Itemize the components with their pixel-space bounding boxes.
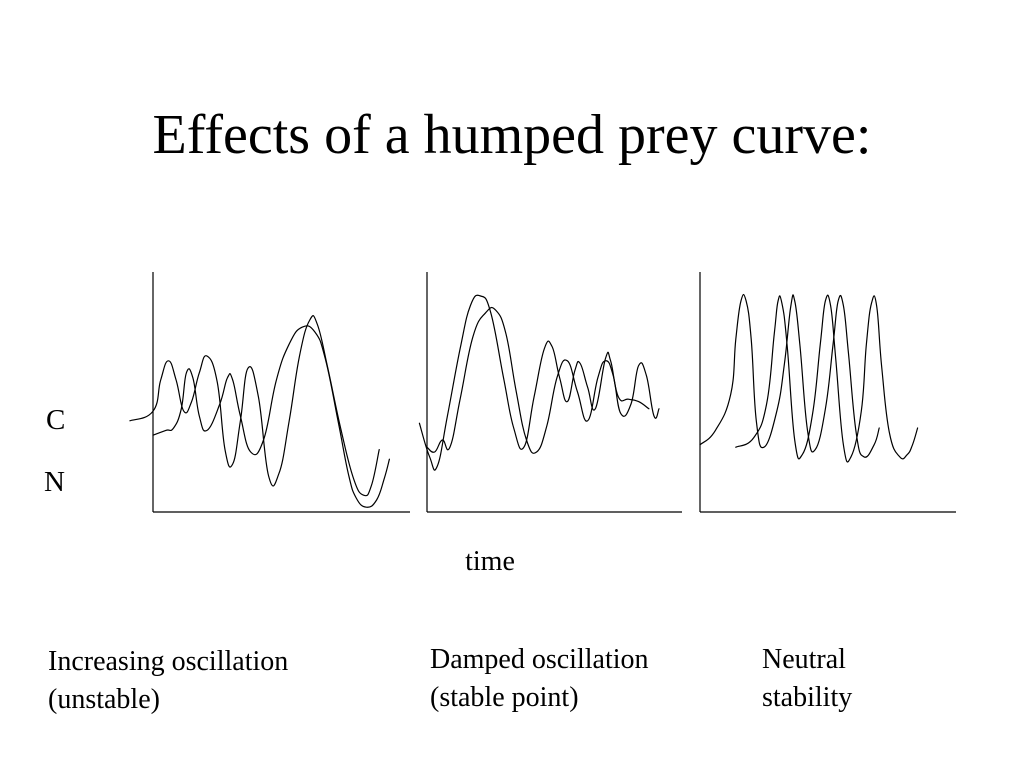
caption-line-2: (unstable)	[48, 684, 160, 715]
caption-line-2: stability	[762, 682, 853, 713]
caption-line-1: Increasing oscillation	[48, 646, 289, 677]
caption-line-1: Damped oscillation	[430, 644, 649, 675]
series-label-c: C	[46, 404, 66, 436]
caption-line-1: Neutral	[762, 644, 846, 675]
chart-neutral-stability	[699, 272, 956, 513]
chart-increasing-oscillation	[129, 272, 410, 513]
series-line-2	[735, 294, 919, 463]
series-line-2	[426, 306, 660, 454]
series-label-n: N	[44, 466, 65, 498]
caption-neutral-stability: Neutral stability	[762, 641, 852, 717]
series-line-1	[418, 294, 650, 471]
caption-line-2: (stable point)	[430, 682, 579, 713]
series-line-1	[129, 315, 380, 497]
chart-damped-oscillation	[418, 272, 682, 513]
series-line-2	[152, 325, 390, 508]
series-line-1	[699, 293, 880, 458]
caption-increasing-oscillation: Increasing oscillation (unstable)	[48, 643, 288, 719]
x-axis-label-time: time	[465, 546, 515, 577]
caption-damped-oscillation: Damped oscillation (stable point)	[430, 641, 649, 717]
slide-title: Effects of a humped prey curve:	[152, 104, 872, 166]
